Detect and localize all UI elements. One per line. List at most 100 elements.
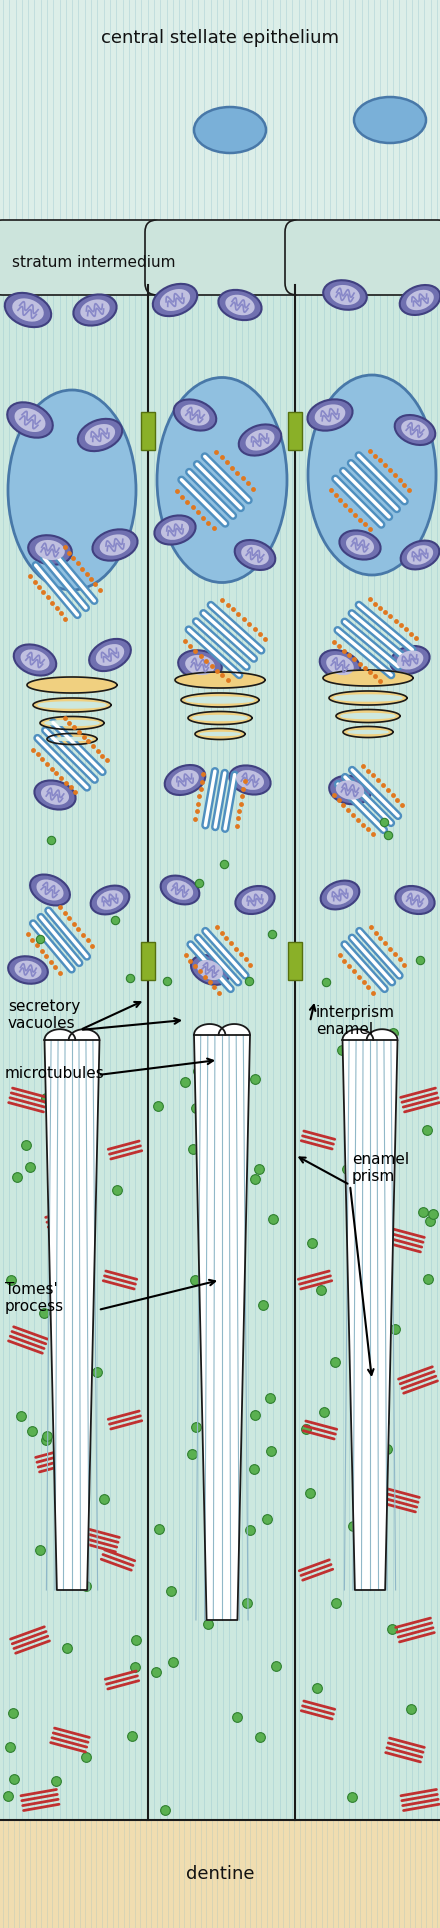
- Ellipse shape: [178, 650, 222, 681]
- Ellipse shape: [7, 403, 53, 438]
- FancyBboxPatch shape: [145, 220, 305, 295]
- Ellipse shape: [242, 891, 268, 910]
- Ellipse shape: [96, 644, 124, 665]
- Polygon shape: [40, 717, 104, 729]
- Polygon shape: [52, 738, 92, 740]
- Ellipse shape: [320, 650, 360, 681]
- Ellipse shape: [194, 106, 266, 152]
- Ellipse shape: [14, 644, 56, 675]
- Polygon shape: [342, 1039, 397, 1591]
- Polygon shape: [45, 721, 99, 725]
- Ellipse shape: [197, 960, 223, 979]
- Ellipse shape: [396, 650, 423, 669]
- Ellipse shape: [346, 536, 374, 555]
- Bar: [141, 943, 155, 979]
- Ellipse shape: [21, 650, 49, 671]
- Ellipse shape: [236, 769, 264, 790]
- Ellipse shape: [35, 540, 65, 559]
- Text: interprism
enamel: interprism enamel: [316, 1004, 395, 1037]
- Ellipse shape: [92, 530, 138, 561]
- Ellipse shape: [157, 378, 287, 582]
- Ellipse shape: [390, 646, 429, 675]
- Bar: [141, 413, 155, 449]
- Ellipse shape: [406, 289, 434, 310]
- Ellipse shape: [154, 515, 196, 544]
- FancyBboxPatch shape: [0, 220, 165, 295]
- Ellipse shape: [8, 956, 48, 983]
- Polygon shape: [200, 733, 240, 735]
- Ellipse shape: [185, 656, 215, 675]
- Polygon shape: [329, 690, 407, 706]
- Bar: [288, 943, 302, 979]
- Ellipse shape: [28, 536, 72, 565]
- Polygon shape: [188, 711, 252, 725]
- Polygon shape: [38, 702, 106, 708]
- Ellipse shape: [153, 283, 197, 316]
- Ellipse shape: [308, 399, 352, 430]
- Ellipse shape: [37, 879, 63, 900]
- Ellipse shape: [97, 891, 123, 910]
- Ellipse shape: [396, 887, 435, 914]
- Polygon shape: [323, 671, 413, 686]
- Ellipse shape: [241, 546, 269, 565]
- Polygon shape: [186, 698, 254, 704]
- Ellipse shape: [339, 530, 381, 559]
- Ellipse shape: [81, 299, 110, 320]
- Ellipse shape: [354, 96, 426, 143]
- Ellipse shape: [12, 299, 44, 322]
- Ellipse shape: [239, 424, 281, 455]
- Text: secretory
vacuoles: secretory vacuoles: [8, 999, 80, 1031]
- Ellipse shape: [8, 389, 136, 590]
- Polygon shape: [27, 677, 117, 692]
- Ellipse shape: [323, 280, 367, 310]
- Polygon shape: [341, 713, 395, 719]
- Ellipse shape: [235, 540, 275, 571]
- Ellipse shape: [174, 399, 216, 430]
- Ellipse shape: [407, 546, 433, 565]
- Text: dentine: dentine: [186, 1864, 254, 1884]
- Ellipse shape: [89, 638, 131, 671]
- Text: stratum intermedium: stratum intermedium: [12, 254, 176, 270]
- Ellipse shape: [78, 418, 122, 451]
- Polygon shape: [181, 692, 259, 708]
- Ellipse shape: [41, 785, 69, 804]
- Ellipse shape: [225, 295, 255, 316]
- Ellipse shape: [180, 405, 209, 426]
- FancyBboxPatch shape: [285, 220, 440, 295]
- Ellipse shape: [165, 765, 205, 794]
- Text: enamel
prism: enamel prism: [352, 1151, 409, 1184]
- Ellipse shape: [161, 521, 189, 540]
- Polygon shape: [195, 729, 245, 740]
- Ellipse shape: [401, 540, 440, 569]
- Polygon shape: [194, 1035, 250, 1620]
- Polygon shape: [47, 733, 97, 744]
- Ellipse shape: [30, 875, 70, 906]
- Polygon shape: [343, 727, 393, 738]
- Polygon shape: [334, 694, 402, 702]
- Ellipse shape: [401, 420, 429, 440]
- Ellipse shape: [330, 285, 360, 305]
- Ellipse shape: [91, 885, 129, 914]
- Ellipse shape: [321, 881, 359, 910]
- Ellipse shape: [327, 885, 353, 904]
- Polygon shape: [336, 710, 400, 723]
- Polygon shape: [44, 1039, 99, 1591]
- Text: Tomes'
process: Tomes' process: [5, 1282, 64, 1315]
- Ellipse shape: [160, 289, 190, 310]
- Ellipse shape: [308, 376, 436, 575]
- Ellipse shape: [5, 293, 51, 328]
- Ellipse shape: [161, 875, 199, 904]
- Text: microtubules: microtubules: [5, 1066, 105, 1080]
- Ellipse shape: [34, 781, 76, 810]
- Ellipse shape: [15, 960, 41, 979]
- Ellipse shape: [85, 424, 115, 445]
- Ellipse shape: [171, 769, 199, 790]
- Ellipse shape: [100, 534, 130, 555]
- Bar: [0, 0, 440, 229]
- Polygon shape: [33, 698, 111, 711]
- Ellipse shape: [336, 781, 364, 800]
- Polygon shape: [348, 731, 388, 733]
- Ellipse shape: [229, 765, 271, 794]
- Text: central stellate epithelium: central stellate epithelium: [101, 29, 339, 46]
- Ellipse shape: [73, 295, 117, 326]
